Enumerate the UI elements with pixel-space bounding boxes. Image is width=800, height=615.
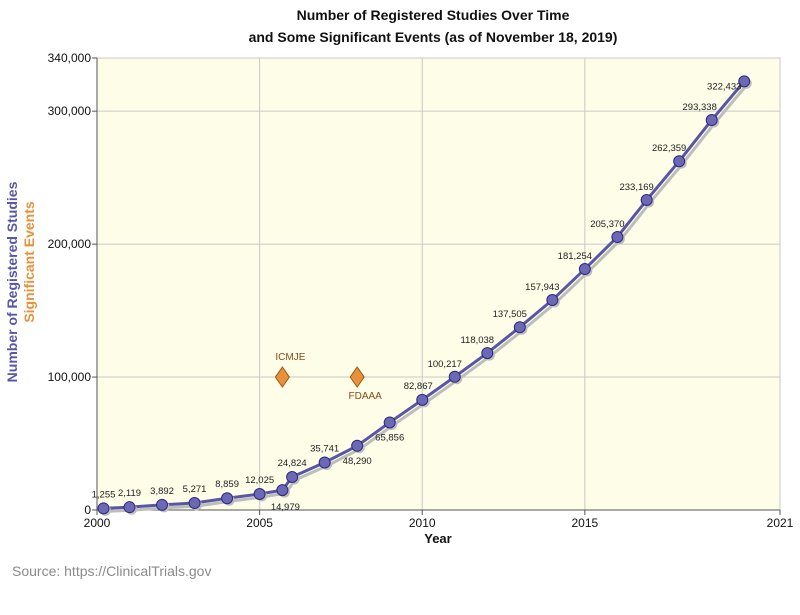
- data-label: 3,892: [150, 486, 174, 497]
- data-point: [705, 114, 718, 127]
- axes: 0 100,000 200,000 300,000 340,000 2000 2005 201…: [48, 51, 794, 530]
- y-tick-label: 100,000: [48, 370, 92, 384]
- y-axis-label-events: Significant Events: [21, 201, 37, 323]
- y-tick-label: 0: [84, 503, 91, 517]
- series-line-shadow: [106, 83, 749, 513]
- event-marker: [349, 366, 365, 388]
- data-label: 100,217: [428, 359, 462, 370]
- chart-title-line1: Number of Registered Studies Over Time: [297, 7, 570, 23]
- y-axis-label: Number of Registered Studies: [4, 181, 20, 382]
- data-label: 137,505: [493, 309, 527, 320]
- data-label: 181,254: [558, 251, 592, 262]
- data-label: 65,856: [375, 432, 404, 443]
- data-label: 118,038: [460, 335, 494, 346]
- data-label: 35,741: [310, 443, 339, 454]
- x-tick-label: 2010: [409, 516, 436, 530]
- data-point: [513, 321, 526, 334]
- data-point: [640, 194, 653, 207]
- data-label: 293,338: [683, 102, 717, 113]
- data-label: 5,271: [183, 484, 207, 495]
- y-tick-label: 340,000: [48, 51, 92, 65]
- x-tick-label: 2005: [246, 516, 273, 530]
- data-point: [188, 496, 201, 509]
- series-registered-studies: 1,255 2,119 3,892 5,271 8,859 12,025 14,979 24,…: [92, 75, 752, 516]
- data-point: [578, 263, 591, 276]
- data-point: [156, 498, 169, 511]
- data-point: [546, 294, 559, 307]
- event-label: ICMJE: [275, 352, 305, 363]
- data-label: 24,824: [278, 458, 307, 469]
- data-label: 48,290: [343, 456, 372, 467]
- data-point: [383, 416, 396, 429]
- x-tick-label: 2021: [767, 516, 794, 530]
- event-label: FDAAA: [349, 391, 383, 402]
- data-label: 205,370: [590, 219, 624, 230]
- x-tick-label: 2000: [84, 516, 111, 530]
- data-point: [481, 347, 494, 360]
- data-point: [123, 501, 136, 514]
- significant-events: ICMJE FDAAA: [274, 352, 383, 402]
- data-point: [448, 370, 461, 383]
- data-point: [673, 155, 686, 168]
- registered-studies-chart: Number of Registered Studies Over Time a…: [4, 7, 794, 546]
- data-label: 8,859: [215, 479, 239, 490]
- data-label: 14,979: [271, 502, 300, 513]
- series-line: [103, 80, 746, 510]
- data-label: 262,359: [652, 143, 686, 154]
- y-tick-label: 300,000: [48, 104, 92, 118]
- chart-title-line2: and Some Significant Events (as of Novem…: [249, 29, 618, 45]
- x-tick-label: 2015: [572, 516, 599, 530]
- data-label: 157,943: [525, 282, 559, 293]
- data-point: [276, 484, 289, 497]
- event-marker: [274, 366, 290, 388]
- data-point: [221, 492, 234, 505]
- data-label: 12,025: [245, 475, 274, 486]
- y-tick-label: 200,000: [48, 237, 92, 251]
- data-label: 82,867: [404, 381, 433, 392]
- data-point: [738, 75, 751, 88]
- source-note: Source: https://ClinicalTrials.gov: [12, 563, 212, 579]
- plot-area: [96, 57, 781, 511]
- data-point: [351, 439, 364, 452]
- data-point: [416, 393, 429, 406]
- data-point: [318, 456, 331, 469]
- data-point: [286, 470, 299, 483]
- data-point: [611, 230, 624, 243]
- data-point: [253, 488, 266, 501]
- data-label: 233,169: [619, 182, 653, 193]
- data-point: [97, 502, 110, 515]
- data-label: 322,433: [707, 81, 741, 92]
- data-label: 1,255: [92, 489, 116, 500]
- data-label: 2,119: [118, 488, 141, 499]
- x-axis-label: Year: [424, 531, 451, 546]
